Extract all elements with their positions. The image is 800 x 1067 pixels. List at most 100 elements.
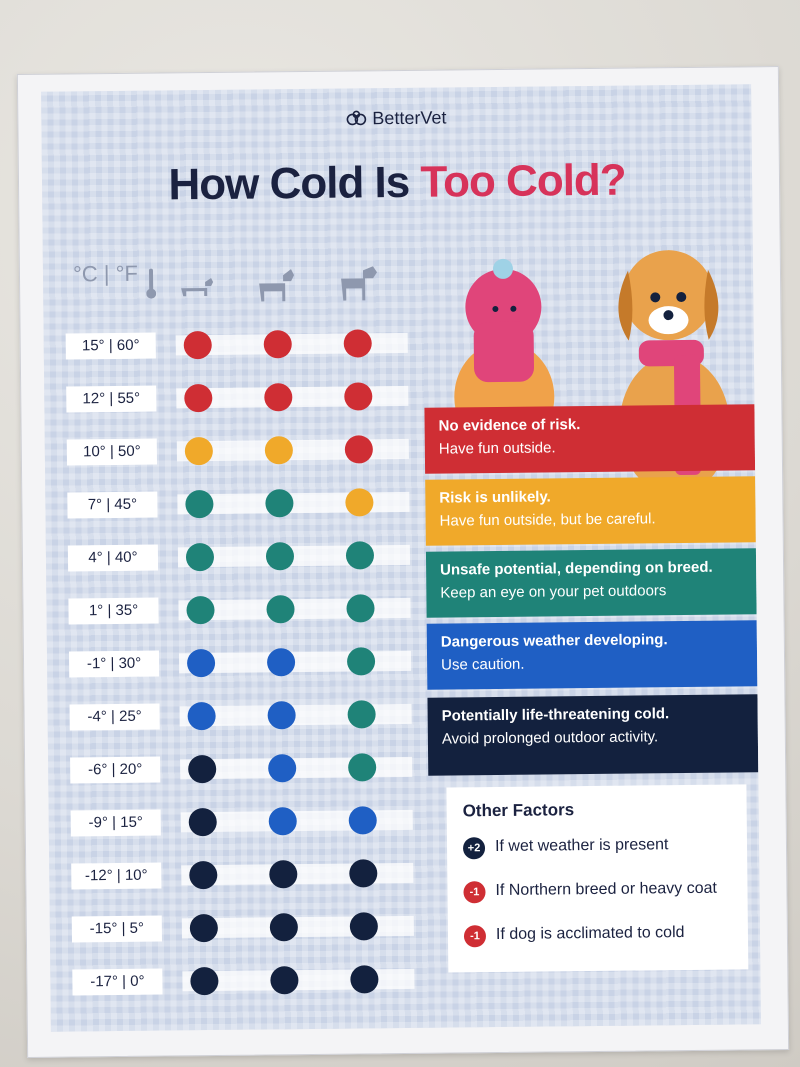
legend-desc: Keep an eye on your pet outdoors — [440, 582, 667, 602]
risk-dot-medium — [264, 436, 294, 465]
title-prefix: How Cold Is — [168, 157, 421, 210]
risk-dot-medium — [263, 330, 292, 359]
temp-row: 10° | 50° — [66, 435, 409, 466]
temp-label: -12° | 10° — [71, 862, 162, 890]
risk-dot-small — [184, 436, 214, 466]
factor-badge: -1 — [463, 881, 486, 904]
legend-title: Unsafe potential, depending on breed. — [440, 558, 713, 579]
risk-dot-small — [187, 701, 216, 731]
risk-dot-large — [344, 435, 374, 464]
risk-dot-large — [344, 382, 373, 411]
temp-label: 15° | 60° — [65, 332, 156, 360]
risk-dot-large — [346, 647, 376, 676]
risk-dot-large — [348, 753, 377, 782]
risk-dot-medium — [269, 913, 299, 942]
temp-row: 12° | 55° — [66, 382, 409, 413]
risk-dot-large — [350, 965, 379, 994]
temp-label: 1° | 35° — [68, 597, 159, 625]
risk-dot-medium — [266, 595, 295, 624]
temp-label: -17° | 0° — [72, 968, 163, 996]
temp-row: -6° | 20° — [70, 753, 413, 784]
temp-row: -4° | 25° — [69, 700, 412, 731]
temp-row: -15° | 5° — [71, 912, 414, 943]
risk-dot-medium — [265, 489, 294, 518]
temp-label: 10° | 50° — [66, 438, 158, 466]
temp-label: 12° | 55° — [66, 385, 157, 413]
paw-logo-icon — [346, 110, 367, 126]
risk-dot-large — [347, 700, 376, 729]
large-dog-icon — [341, 266, 378, 301]
temp-row: -17° | 0° — [72, 965, 415, 996]
risk-dot-small — [183, 330, 212, 360]
temp-label: -15° | 5° — [71, 915, 163, 943]
risk-dot-small — [189, 913, 219, 943]
risk-dot-small — [188, 807, 217, 837]
risk-dot-large — [349, 912, 379, 941]
risk-dot-medium — [270, 966, 299, 995]
brand-logo: BetterVet — [41, 104, 751, 132]
poster: BetterVet How Cold Is Too Cold? °C | °F … — [41, 84, 761, 1032]
factor-text: If wet weather is present — [494, 836, 669, 856]
legend-life-threatening: Potentially life-threatening cold. Avoid… — [427, 694, 759, 776]
medium-dog-icon — [259, 269, 295, 302]
small-dog-icon — [181, 277, 214, 297]
factor-badge: -1 — [463, 925, 487, 948]
legend-desc: Have fun outside. — [438, 439, 556, 458]
risk-dot-small — [184, 383, 213, 413]
risk-dot-large — [349, 859, 378, 888]
risk-dot-large — [345, 488, 374, 517]
legend-unlikely: Risk is unlikely. Have fun outside, but … — [425, 476, 756, 546]
legend-dangerous: Dangerous weather developing. Use cautio… — [426, 620, 758, 690]
risk-dot-medium — [266, 648, 296, 677]
temp-label: -6° | 20° — [70, 756, 161, 784]
risk-dot-small — [190, 966, 219, 996]
temp-label: -4° | 25° — [69, 703, 160, 731]
risk-dot-medium — [265, 542, 295, 571]
other-factors-heading: Other Factors — [462, 800, 575, 821]
temp-row: 4° | 40° — [67, 541, 411, 572]
temp-row: 15° | 60° — [65, 329, 408, 360]
poster-title: How Cold Is Too Cold? — [42, 154, 752, 211]
temp-label: -1° | 30° — [68, 650, 160, 678]
risk-dot-medium — [264, 383, 293, 412]
legend-title: No evidence of risk. — [438, 416, 581, 435]
factor-item: +2 If wet weather is present — [462, 833, 731, 862]
temp-row: 7° | 45° — [67, 488, 410, 519]
temp-row: -1° | 30° — [68, 647, 412, 678]
temp-row: 1° | 35° — [68, 594, 411, 625]
risk-dot-medium — [267, 701, 296, 730]
factor-item: -1 If Northern breed or heavy coat — [463, 877, 731, 906]
factor-item: -1 If dog is acclimated to cold — [463, 921, 732, 950]
title-highlight: Too Cold? — [420, 155, 626, 207]
legend-desc: Have fun outside, but be careful. — [439, 510, 656, 530]
factor-text: If Northern breed or heavy coat — [495, 879, 718, 900]
legend-title: Dangerous weather developing. — [440, 631, 668, 651]
thermometer-icon — [146, 268, 157, 299]
temp-row: -9° | 15° — [70, 806, 413, 837]
temp-label: 4° | 40° — [67, 544, 159, 572]
risk-dot-small — [186, 648, 216, 678]
temp-label: 7° | 45° — [67, 491, 158, 519]
risk-dot-small — [185, 489, 214, 519]
legend-title: Risk is unlikely. — [439, 488, 551, 507]
risk-dot-large — [345, 541, 375, 570]
risk-dot-large — [343, 329, 372, 358]
risk-dot-small — [186, 595, 215, 625]
risk-dot-small — [188, 754, 217, 784]
legend-desc: Use caution. — [441, 655, 525, 674]
risk-dot-small — [189, 860, 218, 890]
legend-no-risk: No evidence of risk. Have fun outside. — [424, 404, 756, 474]
risk-dot-large — [348, 806, 377, 835]
factor-text: If dog is acclimated to cold — [495, 924, 685, 944]
temp-label: -9° | 15° — [70, 809, 161, 837]
units-label: °C | °F — [72, 260, 139, 287]
temperature-units-header: °C | °F — [73, 261, 158, 300]
risk-dot-small — [185, 542, 215, 572]
brand-name: BetterVet — [372, 107, 447, 129]
legend-desc: Avoid prolonged outdoor activity. — [441, 728, 659, 748]
risk-dot-medium — [268, 754, 297, 783]
risk-dot-large — [346, 594, 375, 623]
factor-badge: +2 — [462, 837, 486, 860]
other-factors-panel: Other Factors +2 If wet weather is prese… — [446, 784, 749, 973]
risk-dot-medium — [268, 807, 297, 836]
